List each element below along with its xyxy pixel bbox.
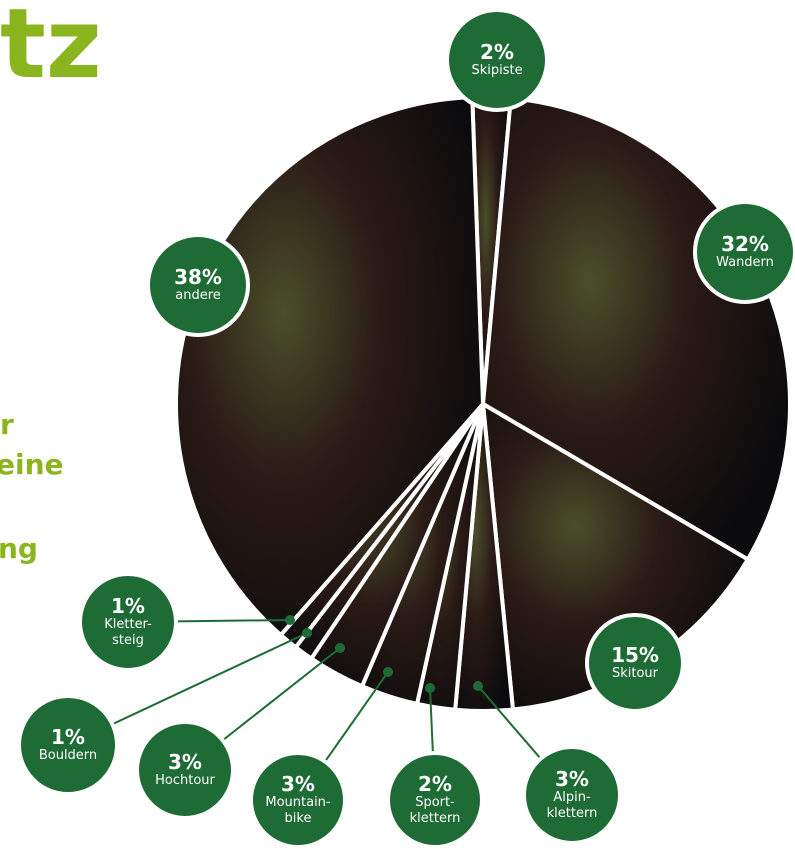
leader-dot [285,615,295,625]
leader-dot [335,643,345,653]
category-label: Skitour [612,666,658,682]
value-label: 38% [174,266,222,288]
value-label: 3% [555,768,589,790]
value-label: 2% [480,41,514,63]
category-label: Sport- klettern [410,795,461,827]
data-bubble: 2%Skipiste [445,8,549,112]
category-label: Skipiste [471,63,522,79]
data-bubble: 15%Skitour [585,613,685,713]
value-label: 1% [51,726,85,748]
value-label: 2% [418,773,452,795]
data-bubble: 1%Bouldern [17,694,119,796]
category-label: Kletter- steig [104,617,152,649]
data-bubble: 38%andere [146,233,250,337]
category-label: Bouldern [39,748,97,764]
leader-dot [425,683,435,693]
data-bubble: 3%Hochtour [135,720,235,820]
data-bubble: 3%Mountain- bike [249,751,347,849]
page: tz r eine ng 2%Skipiste32%Wandern15%Skit… [0,0,795,847]
infographic: tz r eine ng 2%Skipiste32%Wandern15%Skit… [0,0,795,847]
category-label: Mountain- bike [265,795,330,827]
data-bubble: 1%Kletter- steig [78,572,178,672]
value-label: 1% [111,595,145,617]
value-label: 15% [611,644,659,666]
value-label: 3% [281,773,315,795]
pie-chart [0,0,795,847]
leader-dot [473,681,483,691]
data-bubble: 3%Alpin- klettern [522,745,622,845]
data-bubble: 32%Wandern [693,200,795,304]
category-label: Alpin- klettern [547,790,598,822]
value-label: 32% [721,233,769,255]
category-label: Hochtour [155,773,215,789]
category-label: andere [175,288,221,304]
leader-dot [302,628,312,638]
leader-dot [383,667,393,677]
data-bubble: 2%Sport- klettern [386,751,484,849]
value-label: 3% [168,751,202,773]
category-label: Wandern [716,255,774,271]
